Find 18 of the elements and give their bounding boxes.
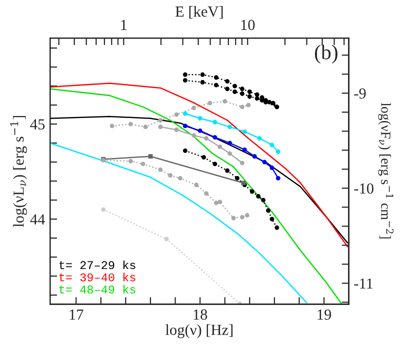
x-tick-label: 19 (318, 309, 332, 320)
x2-tick-label: 10 (241, 20, 255, 30)
text: t= 39–40 ks (59, 272, 136, 282)
y2-tick-label: -11 (354, 278, 373, 289)
text: t= 48–49 ks (59, 284, 136, 294)
y-axis-title: log(νL$_{ν}$) [erg s$^{−1}$] (10, 116, 27, 228)
y2-tick-label: -9 (354, 88, 366, 99)
x2-tick-label: 1 (121, 20, 127, 30)
x-tick-label: 17 (70, 310, 84, 320)
x-axis-title: log(ν) [Hz] (166, 324, 233, 338)
y-tick-label: 44 (30, 214, 45, 224)
text: t= 27–29 ks (59, 260, 136, 270)
y2-axis-title: log(νF$_{ν}$) [erg s$^{−1}$ cm$^{−2}$] (378, 102, 394, 238)
y2-tick-label: -10 (354, 183, 374, 194)
annotation: (b) (314, 44, 338, 64)
x-tick-label: 18 (194, 309, 208, 320)
y-tick-label: 45 (30, 119, 45, 130)
x2-axis-title: E [keV] (175, 6, 223, 19)
